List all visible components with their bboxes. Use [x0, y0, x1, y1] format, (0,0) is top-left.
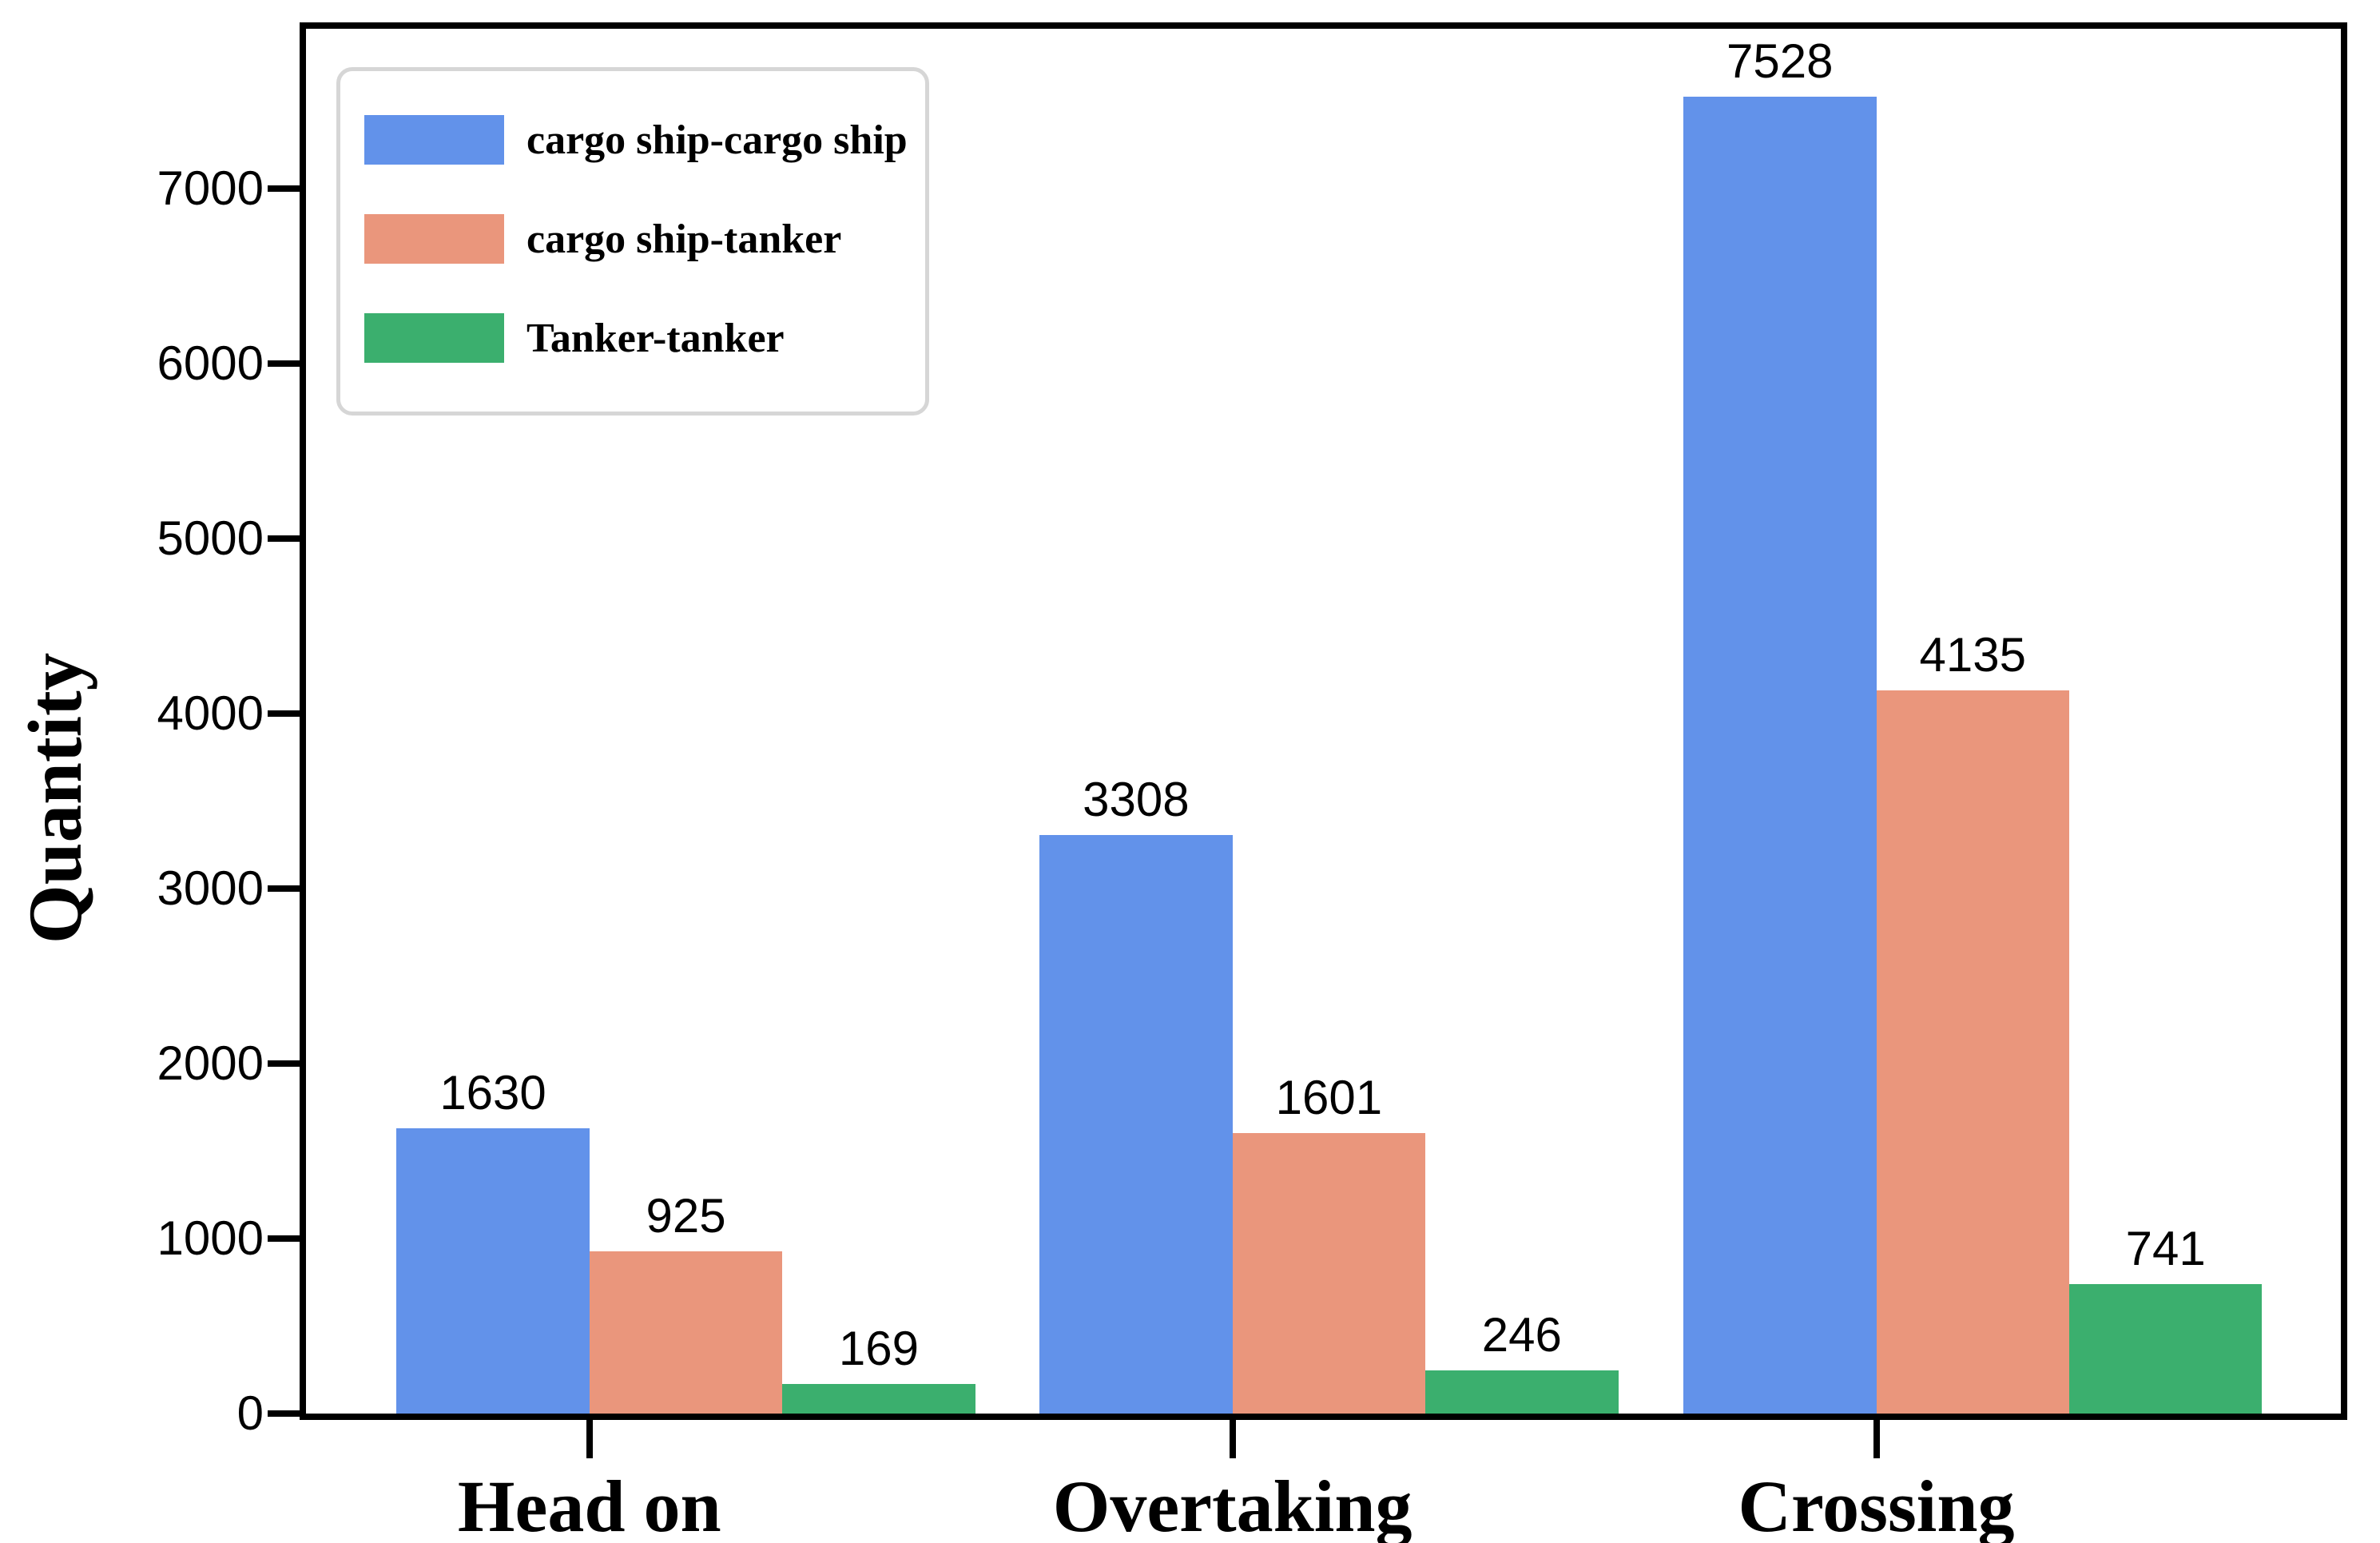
bar-value-label: 925 — [646, 1189, 726, 1243]
x-tick-label-head-on: Head on — [457, 1465, 721, 1543]
legend-label: Tanker-tanker — [526, 315, 785, 361]
y-tick-label: 3000 — [157, 861, 264, 916]
legend-box: cargo ship-cargo ship cargo ship-tanker Ta… — [336, 67, 929, 416]
bar-value-label: 3308 — [1083, 772, 1190, 826]
y-tick-mark — [268, 1410, 306, 1417]
plot-area: 1630 3308 7528 925 1601 4135 169 246 741 cargo s… — [300, 22, 2347, 1420]
bar-Tanker-tanker-Head-on: 169 — [782, 1323, 975, 1414]
y-tick-mark — [268, 535, 306, 543]
x-tick-mark — [586, 1420, 593, 1458]
bar-value-label: 1630 — [439, 1066, 546, 1120]
bar-cargo-ship-tanker-Crossing: 4135 — [1876, 629, 2069, 1414]
legend-swatch-icon — [364, 313, 504, 363]
legend-row: cargo ship-cargo ship — [340, 90, 925, 189]
bar-cargo-ship-cargo-ship-Crossing: 7528 — [1683, 35, 1877, 1414]
y-tick-label: 6000 — [157, 336, 264, 391]
bar-Tanker-tanker-Crossing: 741 — [2068, 1223, 2263, 1414]
y-tick-mark — [268, 1235, 306, 1243]
legend-row: Tanker-tanker — [340, 288, 925, 388]
y-tick-label: 2000 — [157, 1036, 264, 1091]
y-tick-mark — [268, 885, 306, 893]
legend-swatch-icon — [364, 214, 504, 264]
legend-swatch-icon — [364, 115, 504, 165]
x-tick-label-crossing: Crossing — [1738, 1465, 2015, 1543]
y-tick-mark — [268, 710, 306, 718]
y-tick-label: 0 — [236, 1386, 264, 1440]
bar-value-label: 169 — [838, 1322, 920, 1375]
y-tick-label: 1000 — [157, 1211, 264, 1266]
bar-value-label: 4135 — [1919, 627, 2026, 682]
bar-cargo-ship-cargo-ship-Head-on: 1630 — [396, 1068, 590, 1414]
bar-value-label: 246 — [1481, 1308, 1562, 1362]
legend-label: cargo ship-tanker — [526, 216, 842, 262]
y-tick-mark — [268, 1060, 306, 1068]
x-tick-mark — [1229, 1420, 1236, 1458]
bar-cargo-ship-tanker-Overtaking: 1601 — [1232, 1072, 1426, 1414]
bar-Tanker-tanker-Overtaking: 246 — [1425, 1310, 1619, 1414]
bars-container: 1630 3308 7528 925 1601 4135 169 246 741 — [306, 29, 2341, 1414]
legend-label: cargo ship-cargo ship — [526, 117, 908, 163]
y-tick-label: 7000 — [157, 161, 264, 216]
x-tick-label-overtaking: Overtaking — [1052, 1465, 1413, 1543]
y-tick-label: 5000 — [157, 511, 264, 566]
y-tick-mark — [268, 185, 306, 193]
y-tick-label: 4000 — [157, 686, 264, 741]
bar-value-label: 1601 — [1275, 1071, 1383, 1125]
bar-cargo-ship-cargo-ship-Overtaking: 3308 — [1039, 773, 1233, 1414]
y-tick-mark — [268, 360, 306, 368]
bar-value-label: 741 — [2125, 1221, 2206, 1275]
bar-cargo-ship-tanker-Head-on: 925 — [589, 1191, 783, 1414]
legend-row: cargo ship-tanker — [340, 189, 925, 288]
bar-value-label: 7528 — [1726, 34, 1834, 88]
x-tick-mark — [1873, 1420, 1880, 1458]
